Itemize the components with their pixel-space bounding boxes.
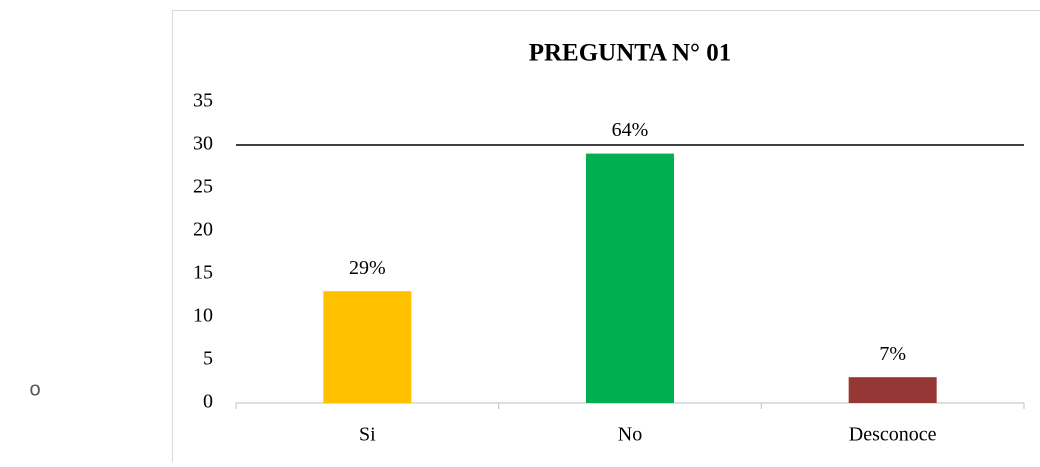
x-tick-label: Si — [359, 424, 376, 446]
data-label: 7% — [879, 343, 906, 365]
y-tick-label: 15 — [193, 262, 213, 284]
y-tick-label: 20 — [193, 219, 213, 241]
y-tick-label: 35 — [193, 90, 213, 112]
x-tick-label: Desconoce — [849, 424, 937, 446]
chart-title: PREGUNTA N° 01 — [529, 40, 732, 67]
x-tick-label: No — [618, 424, 642, 446]
y-tick-label: 25 — [193, 176, 213, 198]
data-label: 64% — [612, 119, 649, 141]
y-tick-label: 0 — [203, 391, 213, 413]
side-text: o — [29, 378, 40, 400]
y-tick-label: 30 — [193, 133, 213, 155]
y-tick-label: 5 — [203, 348, 213, 370]
data-label: 29% — [349, 257, 386, 279]
bar — [586, 154, 674, 403]
bar — [849, 377, 937, 403]
bar — [323, 291, 411, 403]
y-tick-label: 10 — [193, 305, 213, 327]
